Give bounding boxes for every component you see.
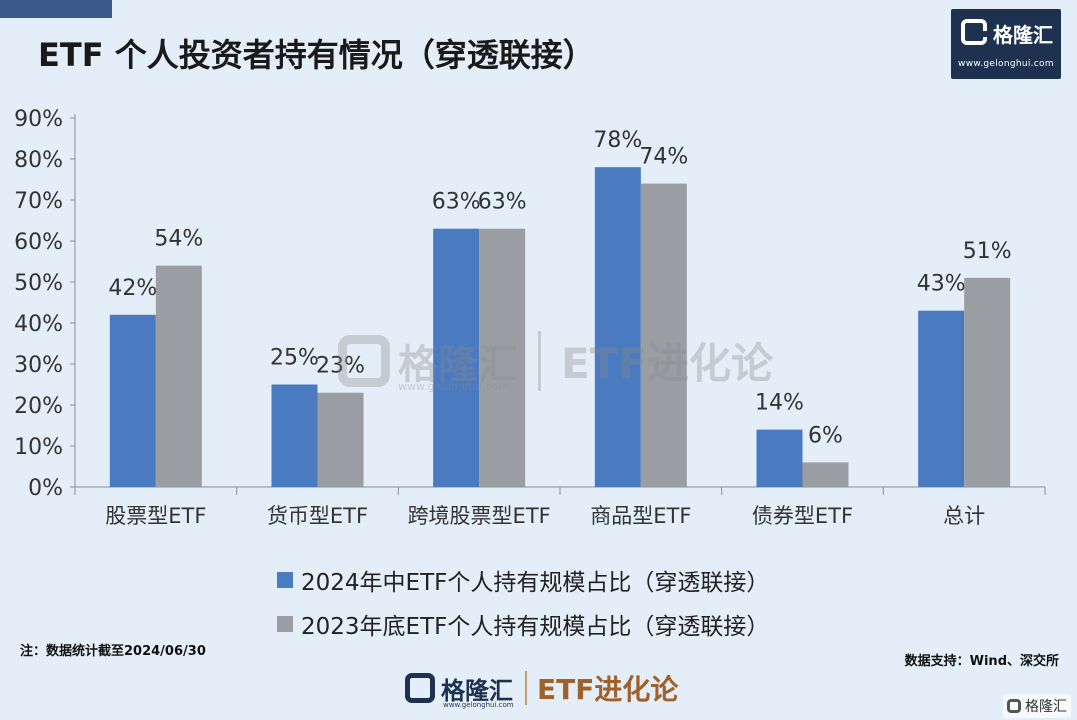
- corner-text: 格隆汇: [1025, 699, 1067, 715]
- x-tick-label: 总计: [943, 504, 985, 528]
- footnote-source: 数据支持：Wind、深交所: [904, 654, 1059, 669]
- y-tick-label: 80%: [14, 148, 63, 173]
- footnote-note: 注：数据统计截至2024/06/30: [20, 644, 206, 659]
- bar: [271, 384, 318, 487]
- footer-brand-bar: 格隆汇 www.gelonghui.com ETF进化论: [405, 668, 679, 709]
- bar: [109, 314, 156, 487]
- bar: [918, 310, 965, 487]
- y-tick-label: 0%: [28, 476, 63, 501]
- data-label: 74%: [639, 145, 688, 170]
- data-label: 63%: [478, 190, 527, 215]
- corner-g-icon: [1007, 699, 1021, 713]
- footer-url: www.gelonghui.com: [443, 700, 514, 709]
- x-tick-label: 股票型ETF: [105, 504, 206, 528]
- brand-g-icon: [961, 19, 987, 45]
- y-tick-label: 90%: [14, 107, 63, 132]
- data-label: 25%: [270, 346, 319, 371]
- y-tick-label: 30%: [14, 353, 63, 378]
- y-tick-label: 50%: [14, 271, 63, 296]
- data-label: 43%: [917, 272, 966, 297]
- legend-swatch-2023: [277, 616, 293, 632]
- bar: [479, 228, 526, 487]
- footer-brand: 格隆汇: [441, 676, 513, 705]
- bar-chart: 0% 10% 20% 30% 40% 50% 60% 70% 80% 90% 股票型ETF 货币型ET…: [14, 107, 1046, 528]
- bar: [640, 183, 687, 487]
- y-tick-label: 70%: [14, 189, 63, 214]
- legend-label-2024: 2024年中ETF个人持有规模占比（穿透联接）: [301, 570, 770, 596]
- legend-item-2024: 2024年中ETF个人持有规模占比（穿透联接）: [277, 558, 769, 602]
- bar: [155, 265, 202, 487]
- brand-url: www.gelonghui.com: [958, 59, 1054, 69]
- bar: [317, 392, 364, 487]
- bar: [594, 167, 641, 487]
- corner-watermark: 格隆汇: [1003, 694, 1071, 718]
- chart-legend: 2024年中ETF个人持有规模占比（穿透联接） 2023年底ETF个人持有规模占…: [277, 558, 769, 646]
- bar: [802, 462, 849, 487]
- footer-divider: [525, 671, 527, 705]
- data-label: 78%: [593, 128, 642, 153]
- y-tick-label: 60%: [14, 230, 63, 255]
- bar: [964, 277, 1011, 487]
- legend-label-2023: 2023年底ETF个人持有规模占比（穿透联接）: [301, 614, 770, 640]
- data-label: 6%: [808, 423, 843, 448]
- data-label: 63%: [432, 190, 481, 215]
- y-tick-label: 10%: [14, 435, 63, 460]
- x-tick-label: 跨境股票型ETF: [408, 504, 551, 528]
- x-tick-label: 货币型ETF: [267, 504, 368, 528]
- footer-g-icon: [405, 673, 435, 703]
- y-tick-label: 40%: [14, 312, 63, 337]
- brand-name: 格隆汇: [993, 23, 1053, 47]
- x-tick-label: 商品型ETF: [590, 504, 691, 528]
- data-label: 23%: [316, 354, 365, 379]
- legend-item-2023: 2023年底ETF个人持有规模占比（穿透联接）: [277, 602, 769, 646]
- x-tick-label: 债券型ETF: [752, 504, 853, 528]
- data-label: 54%: [154, 227, 203, 252]
- footer-slogan: ETF进化论: [537, 673, 679, 706]
- bar: [433, 228, 480, 487]
- legend-swatch-2024: [277, 572, 293, 588]
- brand-logo: 格隆汇 www.gelonghui.com: [951, 9, 1061, 79]
- data-label: 51%: [963, 239, 1012, 264]
- top-accent-band: [0, 0, 112, 18]
- bar: [756, 429, 803, 487]
- data-label: 42%: [108, 276, 157, 301]
- y-tick-label: 20%: [14, 394, 63, 419]
- page-title: ETF 个人投资者持有情况（穿透联接）: [38, 36, 595, 74]
- data-label: 14%: [755, 391, 804, 416]
